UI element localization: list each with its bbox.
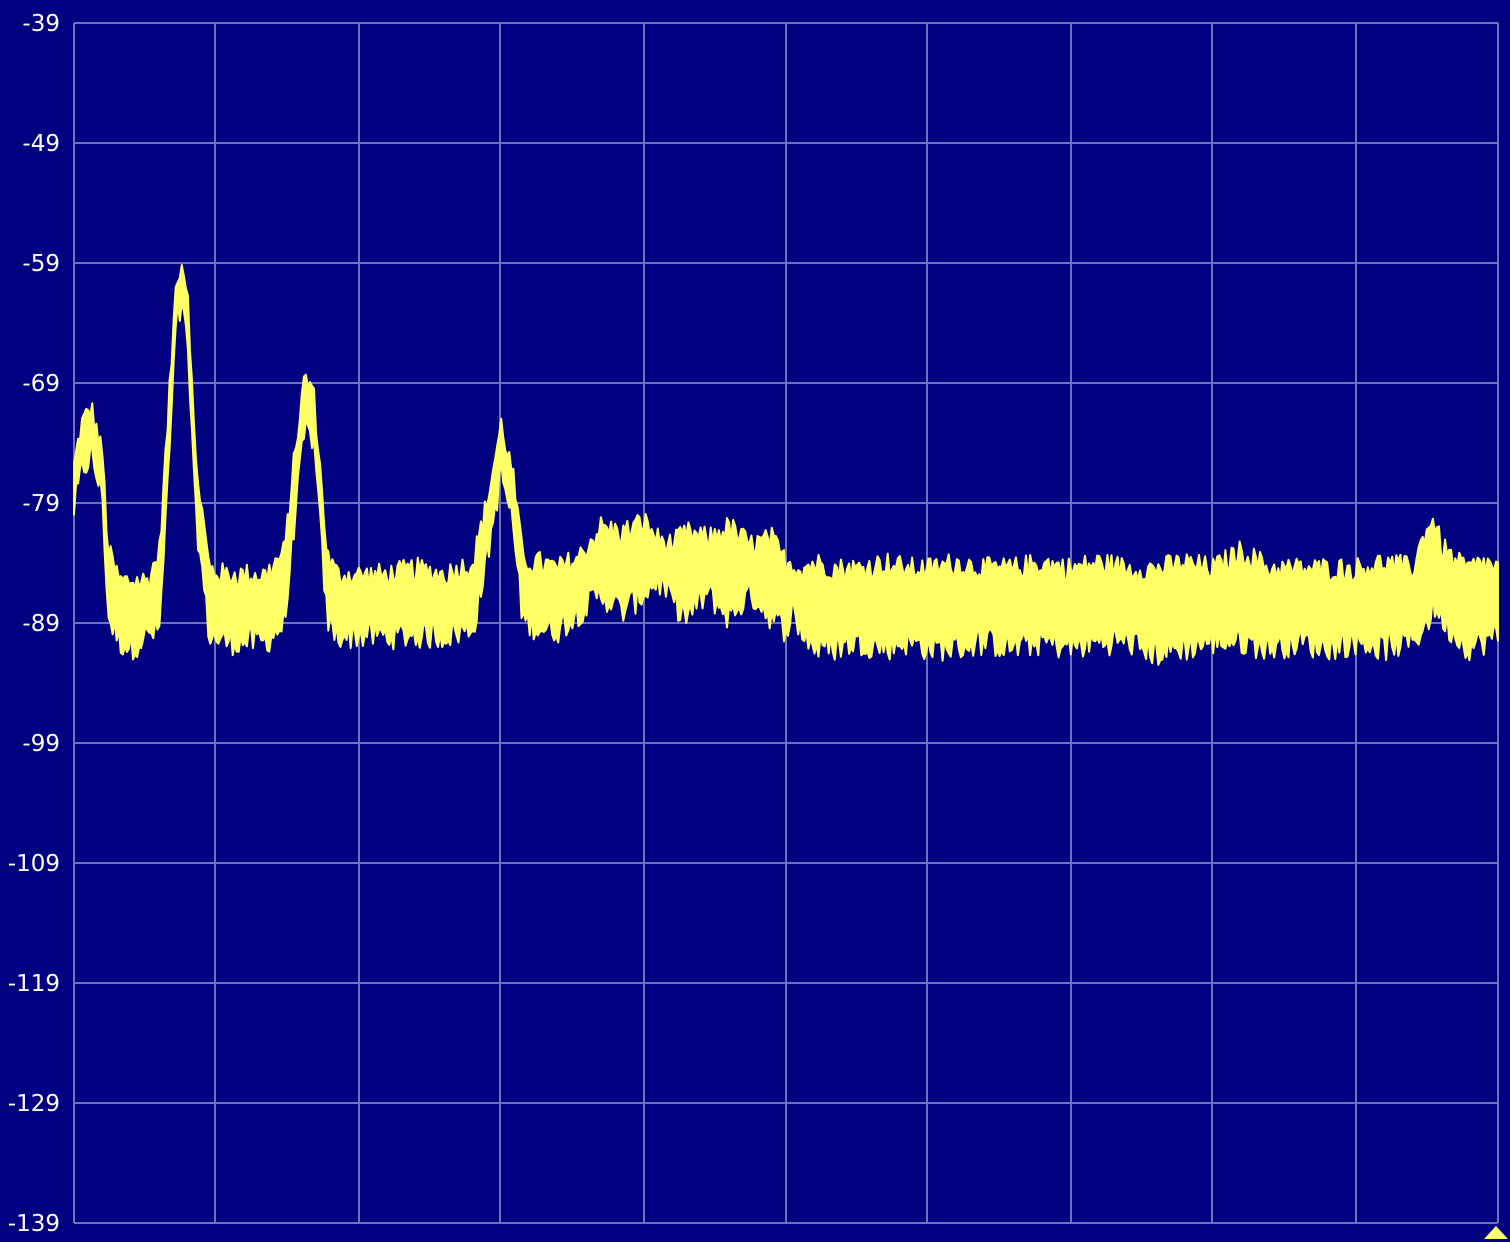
y-tick-label: -89 xyxy=(22,611,60,637)
y-tick-label: -109 xyxy=(8,851,60,877)
spectrum-trace xyxy=(73,264,1499,666)
y-tick-label: -59 xyxy=(22,251,60,277)
spectrum-trace-band xyxy=(73,264,1499,666)
y-axis-ticks: -39 -49 -59 -69 -79 -89 -99 -109 -119 -129 -139 xyxy=(8,11,60,1237)
y-tick-label: -99 xyxy=(22,731,60,757)
y-tick-label: -129 xyxy=(8,1091,60,1117)
end-marker-icon xyxy=(1484,1226,1508,1239)
y-tick-label: -39 xyxy=(22,11,60,37)
y-tick-label: -139 xyxy=(8,1211,60,1237)
y-tick-label: -49 xyxy=(22,131,60,157)
y-tick-label: -69 xyxy=(22,371,60,397)
y-tick-label: -79 xyxy=(22,491,60,517)
y-tick-label: -119 xyxy=(8,971,60,997)
